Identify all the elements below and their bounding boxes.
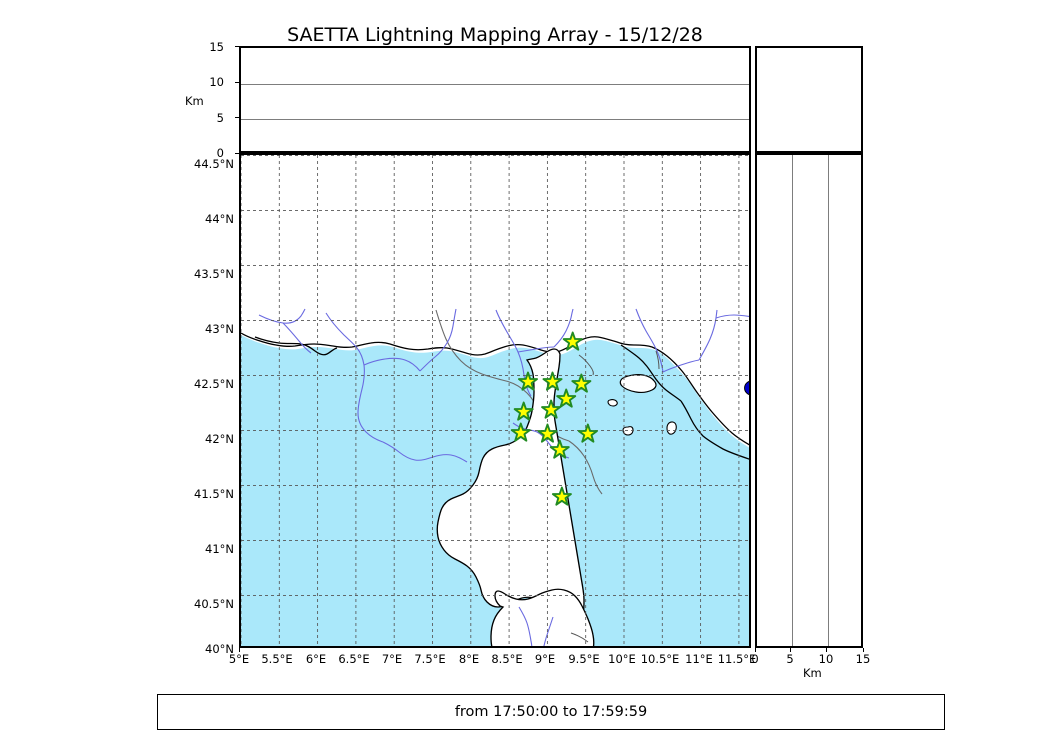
altitude-corner-panel[interactable] xyxy=(755,46,863,153)
lat-tick-40-5: 40.5°N xyxy=(194,597,234,611)
map-graphic xyxy=(241,155,749,646)
lon-tick-6: 6°E xyxy=(305,652,327,666)
lon-tick-9: 9°E xyxy=(534,652,556,666)
lat-tick-44: 44°N xyxy=(205,212,234,226)
page-title: SAETTA Lightning Mapping Array - 15/12/2… xyxy=(287,24,703,46)
range-gridline-10 xyxy=(827,155,829,646)
station-star-marker xyxy=(510,422,531,442)
station-star-marker xyxy=(518,371,538,391)
lat-tick-43: 43°N xyxy=(205,322,234,336)
range-tick-15: 15 xyxy=(855,652,871,666)
altitude-tick-0: 0 xyxy=(216,146,224,160)
station-star-marker xyxy=(571,373,592,393)
tickmark-alt-5 xyxy=(235,117,239,119)
range-axis-label: Km xyxy=(803,666,822,680)
station-star-marker xyxy=(537,423,558,443)
station-star-marker xyxy=(542,371,563,391)
tickmark-range-15 xyxy=(863,648,864,652)
range-tick-0: 0 xyxy=(751,652,759,666)
lat-tick-42-5: 42.5°N xyxy=(194,377,234,391)
lat-tick-41: 41°N xyxy=(205,542,234,556)
lat-tick-43-5: 43.5°N xyxy=(194,267,234,281)
lat-tick-40: 40°N xyxy=(205,642,234,656)
lat-tick-42: 42°N xyxy=(205,432,234,446)
lon-tick-8-5: 8.5°E xyxy=(491,652,523,666)
altitude-gridline-5 xyxy=(241,119,749,121)
geographic-map-panel[interactable] xyxy=(239,153,751,648)
range-gridline-5 xyxy=(792,155,794,646)
lon-tick-7-5: 7.5°E xyxy=(414,652,446,666)
lon-tick-9-5: 9.5°E xyxy=(568,652,600,666)
altitude-vs-longitude-panel[interactable] xyxy=(239,46,751,153)
station-star-marker xyxy=(549,439,570,459)
tickmark-alt-10 xyxy=(235,81,239,83)
range-tick-5: 5 xyxy=(786,652,794,666)
altitude-tick-10: 10 xyxy=(209,75,224,89)
lon-tick-10: 10°E xyxy=(608,652,636,666)
tickmark-range-0 xyxy=(755,648,756,652)
lon-tick-11-5: 11.5°E xyxy=(717,652,757,666)
station-markers xyxy=(510,331,598,506)
station-star-marker xyxy=(513,401,534,421)
station-star-marker xyxy=(551,486,572,506)
lon-tick-5-5: 5.5°E xyxy=(261,652,293,666)
time-range-text: from 17:50:00 to 17:59:59 xyxy=(454,704,648,720)
lon-tick-8: 8°E xyxy=(458,652,480,666)
lon-tick-10-5: 10.5°E xyxy=(640,652,680,666)
lon-tick-7: 7°E xyxy=(381,652,403,666)
tickmark-range-10 xyxy=(825,648,827,652)
station-star-marker xyxy=(556,388,577,408)
altitude-tick-15: 15 xyxy=(209,40,224,54)
altitude-tick-5: 5 xyxy=(216,111,224,125)
tickmark-range-5 xyxy=(790,648,792,652)
tickmark-alt-15 xyxy=(235,46,239,47)
lon-tick-11: 11°E xyxy=(685,652,713,666)
station-star-marker xyxy=(577,423,598,443)
tickmark-alt-0 xyxy=(235,153,239,154)
time-range-status-bar[interactable]: from 17:50:00 to 17:59:59 xyxy=(157,694,945,730)
altitude-axis-label: Km xyxy=(185,94,204,108)
altitude-vs-latitude-panel[interactable] xyxy=(755,153,863,648)
lat-tick-44-5: 44.5°N xyxy=(194,157,234,171)
station-star-marker xyxy=(562,331,583,351)
altitude-gridline-10 xyxy=(241,83,749,85)
lightning-source-markers xyxy=(744,380,749,396)
lightning-source-dot xyxy=(744,380,749,396)
range-tick-10: 10 xyxy=(818,652,834,666)
station-star-marker xyxy=(541,399,562,419)
lon-tick-5: 5°E xyxy=(228,652,250,666)
lon-tick-6-5: 6.5°E xyxy=(338,652,370,666)
tickmark-lon-5 xyxy=(239,648,240,652)
lat-tick-41-5: 41.5°N xyxy=(194,487,234,501)
